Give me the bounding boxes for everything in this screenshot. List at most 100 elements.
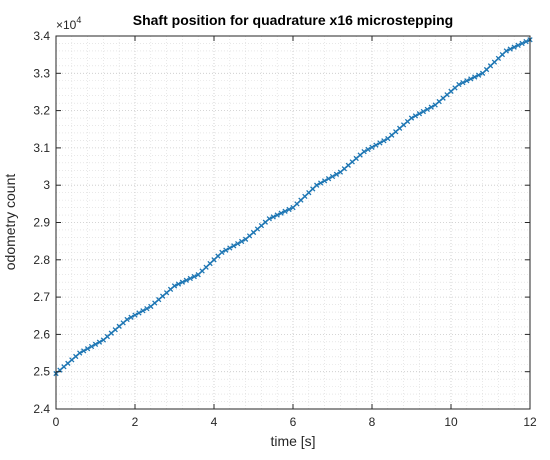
y-tick-label: 3.1 [33,141,50,155]
series-marker [120,320,126,326]
series-marker [88,343,95,350]
series-marker [215,253,221,259]
series-marker [475,72,482,78]
x-tick-label: 8 [369,415,376,429]
series-marker [452,85,458,91]
series-marker [393,129,399,135]
y-tick-label: 2.5 [33,365,50,379]
series-marker [183,277,190,283]
y-exponent-label: ×104 [56,15,81,32]
series-marker [495,55,502,62]
series-marker [436,98,442,105]
series-marker [345,162,351,168]
series-marker [211,257,217,263]
series-marker [132,312,138,318]
series-marker [456,81,462,88]
chart-title: Shaft position for quadrature x16 micros… [133,12,453,28]
series-marker [329,173,336,180]
series-marker [171,283,178,289]
series-marker [144,305,150,312]
series-marker [235,240,241,247]
series-marker [65,360,71,366]
series-marker [389,132,395,138]
series-marker [479,70,486,76]
series-marker [128,314,134,320]
series-marker [77,350,83,356]
y-exponent-base: ×10 [56,18,77,32]
series-marker [167,286,174,292]
x-tick-label: 12 [523,415,537,429]
series-marker [270,214,276,220]
series-marker [274,212,280,218]
series-marker [199,268,205,274]
x-tick-label: 2 [132,415,139,429]
y-tick-label: 2.4 [33,402,50,416]
series-marker [61,364,67,370]
series-marker [523,38,529,45]
series-marker [400,122,407,128]
y-tick-label: 3.2 [33,104,50,118]
y-tick-label: 2.8 [33,253,50,267]
series-marker [266,216,272,222]
y-tick-label: 2.7 [33,290,50,304]
series-marker [503,48,509,54]
series-marker [468,76,474,82]
series-marker [337,169,344,175]
y-exponent-power: 4 [76,15,81,25]
series-marker [152,300,158,306]
series-marker [175,281,182,287]
series-marker [223,247,229,253]
series-marker [231,243,237,249]
x-tick-label: 4 [211,415,218,429]
series-marker [483,66,490,73]
series-marker [361,148,367,155]
series-marker [163,290,170,296]
series-marker [519,40,525,47]
series-marker [73,353,79,360]
series-marker [373,142,379,148]
series-marker [515,42,521,48]
series-marker [112,327,118,333]
series-marker [333,171,340,177]
x-tick-label: 0 [53,415,60,429]
series-marker [254,226,261,232]
series-marker [404,118,411,125]
series-marker [159,293,166,299]
series-marker [136,310,142,316]
series-marker [258,222,265,229]
series-marker [262,219,269,225]
series-marker [499,51,506,58]
series-marker [511,44,517,50]
y-axis-label: odometry count [2,174,18,271]
series-marker [104,333,111,340]
series-marker [250,229,257,236]
series-marker [227,245,233,251]
series-marker [278,210,284,216]
series-marker [187,275,193,282]
series-marker [156,296,162,303]
x-axis-label: time [s] [270,433,315,449]
series-marker [365,146,371,153]
series-marker [69,357,75,363]
series-marker [179,279,186,285]
series-marker [408,115,415,121]
x-tick-label: 10 [444,415,458,429]
axis-ticks [55,35,531,410]
series-marker [238,238,245,245]
x-tick-label: 6 [290,415,297,429]
series-marker [412,113,419,119]
series-marker [84,346,91,352]
series-marker [195,272,201,278]
series-marker [464,78,470,84]
series-marker [357,152,363,158]
series-marker [242,236,249,242]
series-marker [191,273,197,280]
series-marker [317,180,324,186]
series-marker [286,206,292,213]
series-marker [321,178,328,184]
series-marker [381,138,387,144]
y-tick-labels: 2.4 2.5 2.6 2.7 2.8 2.9 3 3.1 3.2 3.3 3.4 [33,29,50,416]
series-marker [203,264,209,270]
series-marker [282,208,288,214]
